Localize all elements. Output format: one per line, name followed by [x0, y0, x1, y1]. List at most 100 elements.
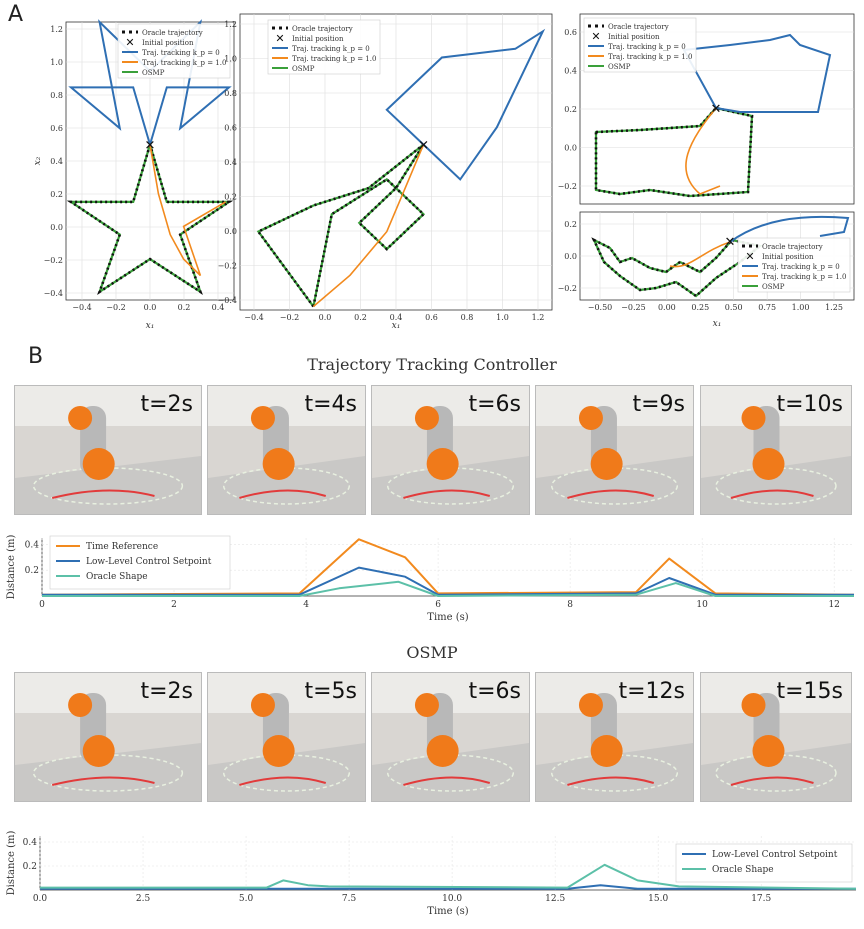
legend-label-tt0: Traj. tracking k_p = 0 — [608, 43, 686, 51]
series-line — [312, 144, 425, 308]
series-line — [149, 144, 227, 277]
x-tick-label: 10.0 — [442, 894, 462, 904]
series-line — [42, 580, 854, 597]
series-line — [41, 538, 855, 596]
y-tick-label: −0.2 — [218, 262, 237, 271]
initial-position-marker: ✕ — [725, 235, 736, 250]
x-tick-label: 1.25 — [825, 303, 843, 312]
y-tick-label: −0.4 — [44, 289, 63, 298]
panel-b-label: B — [28, 344, 44, 369]
x-axis-label: Time (s) — [427, 612, 468, 623]
legend-x-marker: ✕ — [745, 250, 754, 263]
x-tick-label: 0.6 — [425, 313, 438, 322]
x-tick-label: −0.2 — [280, 313, 299, 322]
legend-box — [49, 535, 231, 590]
x-tick-label: 15.0 — [648, 894, 668, 904]
ttc-photo-4: t=9s — [535, 385, 694, 515]
x-tick-label: −0.25 — [621, 303, 646, 312]
legend-label-tt1: Traj. tracking k_p = 1.0 — [762, 273, 846, 281]
y-tick-label: −0.2 — [558, 284, 577, 293]
ttc-section-title: Trajectory Tracking Controller — [307, 355, 557, 374]
legend-x-marker: ✕ — [125, 36, 134, 49]
bat-plot: −0.50 −0.25 0.00 0.25 0.50 0.75 1.00 1.25 −0.2 0.… — [558, 211, 855, 329]
y-tick-label: 0.4 — [25, 540, 40, 550]
y-tick-label: 0.2 — [224, 193, 237, 202]
star-plot: −0.4 −0.2 0.0 0.2 0.4−0.4−0.20.00.20.40.60.8… — [33, 19, 235, 330]
y-tick-label: 0.4 — [224, 158, 237, 167]
y-tick-label: 0.8 — [50, 91, 63, 100]
legend-label: Time Reference — [86, 542, 158, 552]
ttc-photo-1: t=2s — [14, 385, 202, 515]
time-label: t=6s — [468, 392, 521, 417]
x-tick-label: 17.5 — [751, 894, 771, 904]
time-label: t=2s — [140, 679, 193, 704]
x-tick-label: 0.0 — [33, 894, 48, 904]
y-tick-label: 0.2 — [23, 862, 37, 872]
legend-label-initial: Initial position — [762, 253, 814, 261]
tt1-path — [669, 241, 731, 268]
initial-position-marker: ✕ — [711, 102, 722, 117]
y-tick-label: 0.0 — [224, 227, 237, 236]
y-tick-label: 0.4 — [23, 838, 38, 848]
osmp-section-title: OSMP — [406, 643, 458, 662]
legend-label-initial: Initial position — [608, 33, 660, 41]
y-tick-label: 0.0 — [50, 223, 63, 232]
x-tick-label: −0.2 — [106, 303, 125, 312]
y-tick-label: 0.6 — [564, 28, 577, 37]
x-tick-label: 1.00 — [792, 303, 810, 312]
x-tick-label: 0.75 — [758, 303, 776, 312]
y-tick-label: 1.0 — [50, 58, 63, 67]
x-tick-label: 12 — [828, 600, 839, 610]
legend-label: Low-Level Control Setpoint — [712, 850, 838, 860]
tt0-path — [729, 215, 850, 243]
time-label: t=9s — [632, 392, 685, 417]
legend-label-tt0: Traj. tracking k_p = 0 — [142, 49, 220, 57]
y-tick-label: −0.2 — [44, 256, 63, 265]
y-tick-label: 0.2 — [564, 220, 577, 229]
y-axis-label: Distance (m) — [6, 831, 17, 896]
legend-x-marker: ✕ — [275, 32, 284, 45]
legend-label-osmp: OSMP — [292, 65, 315, 73]
osmp-distance-chart: 0.0 2.5 5.0 7.5 10.0 12.5 15.0 17.5 0.2 0.4 Time (… — [6, 831, 857, 917]
x-axis-label: Time (s) — [427, 906, 468, 917]
x-tick-label: 1.2 — [532, 313, 545, 322]
x-tick-label: 0.0 — [319, 313, 332, 322]
ttc-photo-3: t=6s — [371, 385, 530, 515]
legend-label: Oracle Shape — [712, 865, 774, 875]
legend-label-oracle: Oracle trajectory — [292, 25, 353, 33]
time-label: t=12s — [618, 679, 685, 704]
x-tick-label: 0.50 — [725, 303, 743, 312]
osmp-photo-2: t=5s — [207, 672, 366, 802]
legend-label-osmp: OSMP — [762, 283, 785, 291]
panel-a-plots: −0.4 −0.2 0.0 0.2 0.4−0.4−0.20.00.20.40.60.8… — [33, 13, 855, 330]
x-tick-label: 7.5 — [342, 894, 357, 904]
y-tick-label: 0.6 — [224, 124, 237, 133]
time-label: t=10s — [776, 392, 843, 417]
x-tick-label: 0.2 — [178, 303, 191, 312]
time-label: t=6s — [468, 679, 521, 704]
series-line — [66, 144, 234, 295]
robot-photo-illustration — [15, 673, 201, 801]
x-tick-label: −0.4 — [72, 303, 91, 312]
robot-photo-illustration — [15, 386, 201, 514]
y-tick-label: 0.2 — [50, 190, 63, 199]
x-tick-label: 0.25 — [691, 303, 709, 312]
tt0-path — [682, 33, 832, 113]
y-tick-label: 0.2 — [25, 566, 39, 576]
time-label: t=4s — [304, 392, 357, 417]
x-tick-label: 0 — [39, 600, 45, 610]
x-tick-label: 1.0 — [496, 313, 509, 322]
box-plot: −0.2 0.0 0.2 0.4 0.6 ✕ Oracle trajectory ✕ Initi… — [558, 13, 855, 205]
legend-label-tt0: Traj. tracking k_p = 0 — [292, 45, 370, 53]
x-tick-label: −0.50 — [588, 303, 613, 312]
initial-position-marker: ✕ — [145, 139, 156, 154]
robot-photo-illustration — [701, 386, 851, 514]
initial-position-marker: ✕ — [418, 139, 429, 154]
robot-photo-illustration — [701, 673, 851, 801]
x-tick-label: 0.00 — [658, 303, 676, 312]
osmp-photo-4: t=12s — [535, 672, 694, 802]
y-tick-label: 1.2 — [50, 25, 63, 34]
x-tick-label: −0.4 — [244, 313, 263, 322]
panel-a-label: A — [8, 2, 24, 27]
y-tick-label: 1.2 — [224, 20, 237, 29]
